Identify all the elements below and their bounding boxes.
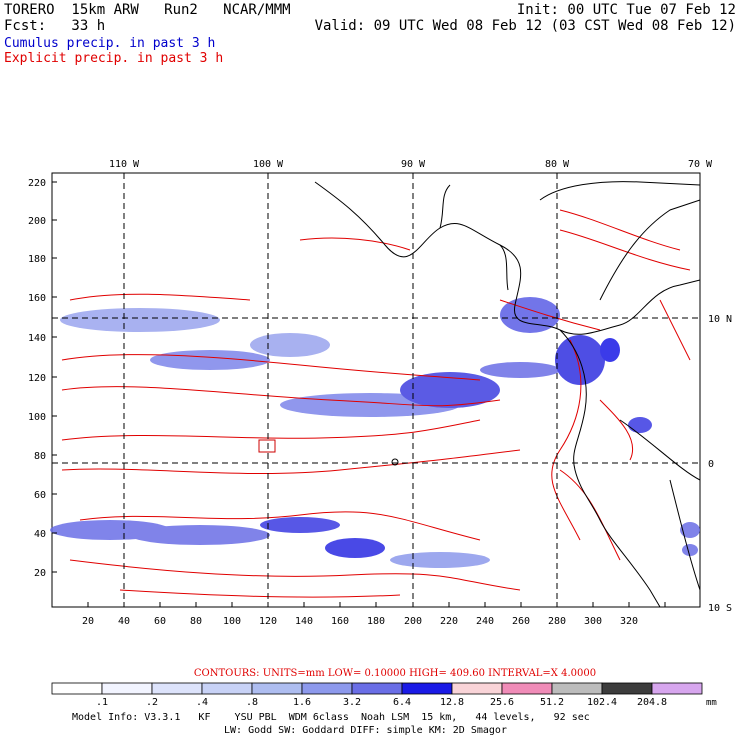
colorbar-label: 204.8 [637,697,667,708]
header-valid: Valid: 09 UTC Wed 08 Feb 12 (03 CST Wed … [314,18,736,34]
colorbar-swatch [101,682,153,695]
colorbar-swatch [651,682,703,695]
y-grid-labels: 220 200 180 160 140 120 100 80 60 40 20 [28,178,46,579]
colorbar-swatch [601,682,653,695]
x-label: 220 [440,616,458,627]
header-forecast: Fcst: 33 h [4,18,106,34]
explicit-precip-contours [61,209,691,598]
x-label: 80 [190,616,202,627]
y-label: 160 [28,293,46,304]
colorbar-swatch [201,682,253,695]
x-label: 100 [223,616,241,627]
colorbar-label: 3.2 [343,697,361,708]
colorbar-label: .4 [196,697,208,708]
top-lon-labels: 110 W 100 W 90 W 80 W 70 W [109,159,713,170]
x-label: 320 [620,616,638,627]
y-label: 220 [28,178,46,189]
colorbar-label: 1.6 [293,697,311,708]
colorbar-swatch [351,682,403,695]
x-label: 60 [154,616,166,627]
lon-label: 90 W [401,159,426,170]
latlon-grid [52,173,700,607]
colorbar-label: 12.8 [440,697,464,708]
lon-label: 100 W [253,159,284,170]
lon-label: 70 W [688,159,713,170]
lat-label: 0 [708,459,714,470]
y-label: 40 [34,529,46,540]
lon-label: 80 W [545,159,570,170]
cumulus-precip-areas [50,297,700,568]
colorbar-swatch [401,682,453,695]
colorbar-swatch [501,682,553,695]
colorbar-swatch [451,682,503,695]
y-label: 100 [28,412,46,423]
footer-physics-info: LW: Godd SW: Goddard DIFF: simple KM: 2D… [224,725,507,736]
colorbar-swatch [151,682,203,695]
lon-label: 110 W [109,159,140,170]
colorbar-unit: mm [706,698,717,708]
colorbar-swatch [51,682,103,695]
x-label: 160 [331,616,349,627]
colorbar-label: .1 [96,697,108,708]
lat-label: 10 S [708,603,732,614]
y-label: 200 [28,216,46,227]
x-label: 120 [259,616,277,627]
colorbar-label: 102.4 [587,697,617,708]
colorbar-label: 51.2 [540,697,564,708]
y-label: 60 [34,490,46,501]
y-label: 20 [34,568,46,579]
colorbar: .1 .2 .4 .8 1.6 3.2 6.4 12.8 25.6 51.2 102.4 204.8 m… [51,682,717,708]
frame-ticks [52,181,666,607]
x-label: 40 [118,616,130,627]
legend-explicit: Explicit precip. in past 3 h [4,51,224,66]
colorbar-swatch [551,682,603,695]
x-label: 140 [295,616,313,627]
x-label: 240 [476,616,494,627]
x-label: 280 [548,616,566,627]
x-label: 180 [367,616,385,627]
right-lat-labels: 10 N 0 10 S [708,314,732,614]
x-grid-labels: 20 40 60 80 100 120 140 160 180 200 220 … [82,616,638,627]
legend-cumulus: Cumulus precip. in past 3 h [4,36,216,51]
x-label: 200 [404,616,422,627]
footer-model-info: Model Info: V3.3.1 KF YSU PBL WDM 6class… [72,712,590,723]
colorbar-label: .8 [246,697,258,708]
header-title: TORERO 15km ARW Run2 NCAR/MMM [4,2,291,18]
colorbar-label: 6.4 [393,697,411,708]
coastlines [314,181,701,608]
y-label: 80 [34,451,46,462]
y-label: 140 [28,333,46,344]
colorbar-swatch [301,682,353,695]
contour-info: CONTOURS: UNITS=mm LOW= 0.10000 HIGH= 40… [194,668,596,679]
x-label: 300 [584,616,602,627]
colorbar-swatch [251,682,303,695]
x-label: 260 [512,616,530,627]
colorbar-label: .2 [146,697,158,708]
y-label: 180 [28,254,46,265]
y-label: 120 [28,373,46,384]
x-label: 20 [82,616,94,627]
header-init: Init: 00 UTC Tue 07 Feb 12 [516,2,736,18]
colorbar-label: 25.6 [490,697,514,708]
lat-label: 10 N [708,314,732,325]
